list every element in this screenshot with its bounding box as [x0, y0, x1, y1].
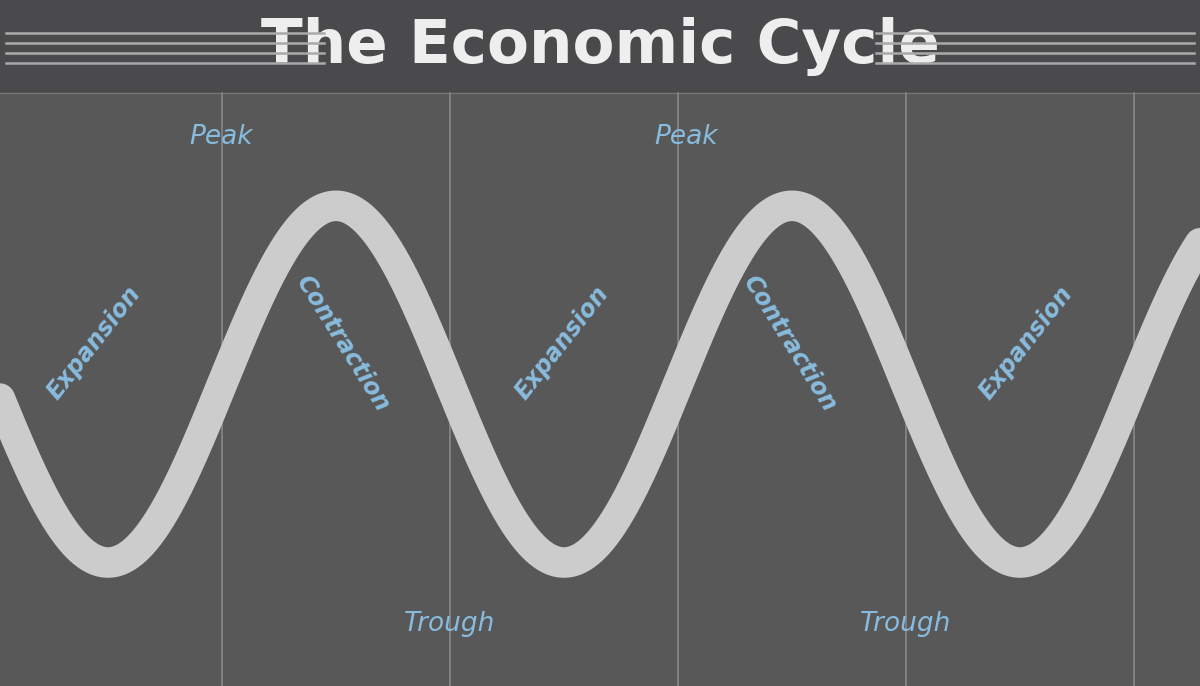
Text: Contraction: Contraction [290, 270, 394, 416]
Bar [0, 0, 1200, 93]
Text: The Economic Cycle: The Economic Cycle [260, 16, 940, 76]
Text: Expansion: Expansion [974, 282, 1078, 404]
Text: Trough: Trough [404, 611, 496, 637]
Text: Expansion: Expansion [42, 282, 145, 404]
Text: Peak: Peak [190, 124, 253, 150]
Text: Expansion: Expansion [510, 282, 613, 404]
Text: Peak: Peak [654, 124, 718, 150]
Text: Contraction: Contraction [738, 270, 841, 416]
Text: Trough: Trough [860, 611, 952, 637]
